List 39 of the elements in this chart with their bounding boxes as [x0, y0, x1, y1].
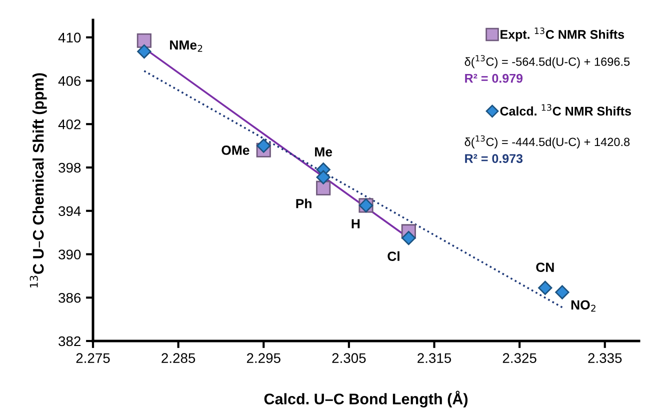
x-tick-label: 2.315: [418, 353, 452, 364]
x-tick-label: 2.275: [76, 353, 110, 364]
annotation: NMe$_{2}$: [170, 40, 202, 52]
annotation: Cl: [388, 251, 400, 261]
x-tick-label: 2.335: [588, 353, 622, 364]
y-tick-label: 394: [58, 206, 81, 216]
annotation: OMe: [222, 146, 250, 155]
point: [137, 44, 152, 59]
x-tick-label: 2.295: [246, 353, 280, 364]
annotation: NO$_{2}$: [571, 300, 596, 312]
y-tick-label: 386: [58, 292, 81, 303]
y-tick-label: 406: [58, 76, 81, 86]
y-axis-title: $^{13}$C U–C Chemical Shift (ppm): [30, 73, 47, 288]
annotation: Ph: [296, 198, 312, 208]
x-tick-label: 2.305: [332, 353, 366, 364]
legend-label: Expt. $^{13}$C NMR Shifts: [500, 28, 624, 42]
y-tick-label: 402: [58, 119, 80, 130]
point: [136, 33, 152, 48]
annotation: Me: [315, 147, 332, 157]
x-tick-label: 2.285: [162, 353, 196, 364]
y-tick-label: 410: [58, 32, 81, 43]
annotation: R² = 0.973: [465, 154, 523, 164]
x-axis-title: Calcd. U–C Bond Length (Å): [264, 390, 468, 408]
point: [538, 280, 552, 295]
y-tick-label: 390: [58, 250, 81, 260]
y-tick-label: 398: [58, 162, 81, 173]
point: [555, 285, 570, 300]
point: [402, 230, 416, 246]
y-tick-label: 382: [58, 336, 80, 346]
point: [256, 138, 271, 153]
point: [316, 180, 331, 196]
annotation: δ($^{13}$C) = -444.5d(U-C) + 1420.8: [464, 135, 630, 148]
annotation: CN: [536, 262, 554, 272]
point: [316, 170, 330, 184]
x-tick-label: 2.325: [502, 353, 536, 364]
annotation: R² = 0.979: [465, 74, 523, 83]
annotation: δ($^{13}$C) = -564.5d(U-C) + 1696.5: [464, 55, 630, 68]
legend-label: Calcd. $^{13}$C NMR Shifts: [500, 104, 631, 116]
annotation: H: [352, 219, 360, 228]
